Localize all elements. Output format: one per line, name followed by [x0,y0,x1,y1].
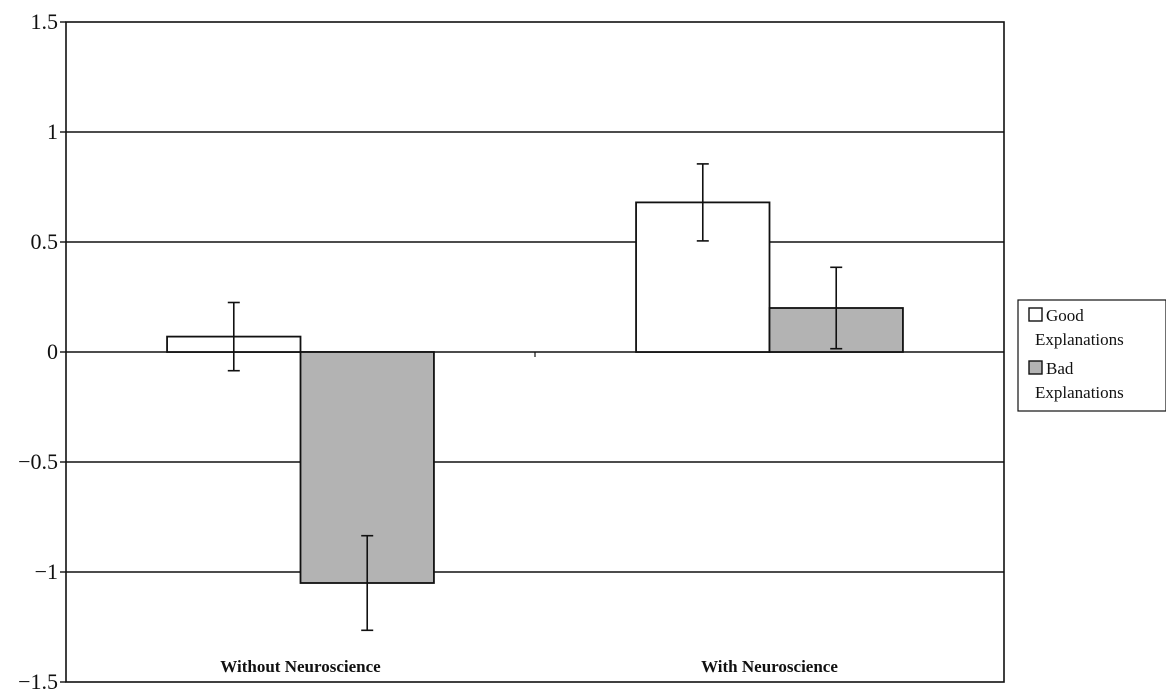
y-axis-ticks: −1.5 −1 −0.5 0 0.5 1 1.5 [18,9,536,692]
y-tick-label: 1.5 [31,9,59,34]
y-tick-label: −1.5 [18,669,58,692]
bars [166,201,904,584]
legend-label-good-line1: Good [1046,306,1084,325]
legend-label-bad-line1: Bad [1046,359,1074,378]
y-tick-label: −1 [35,559,58,584]
y-tick-label: 0 [47,339,58,364]
legend-label-good-line2: Explanations [1035,330,1124,349]
legend: Good Explanations Bad Explanations [1017,299,1166,412]
legend-label-bad-line2: Explanations [1035,383,1124,402]
y-tick-label: −0.5 [18,449,58,474]
legend-swatch-bad [1028,360,1043,375]
legend-swatch-good [1028,307,1043,322]
category-label: Without Neuroscience [220,657,381,676]
y-tick-label: 1 [47,119,58,144]
category-label: With Neuroscience [701,657,838,676]
y-tick-label: 0.5 [31,229,59,254]
x-axis-categories: Without Neuroscience With Neuroscience [220,657,838,676]
error-bars [227,163,843,632]
